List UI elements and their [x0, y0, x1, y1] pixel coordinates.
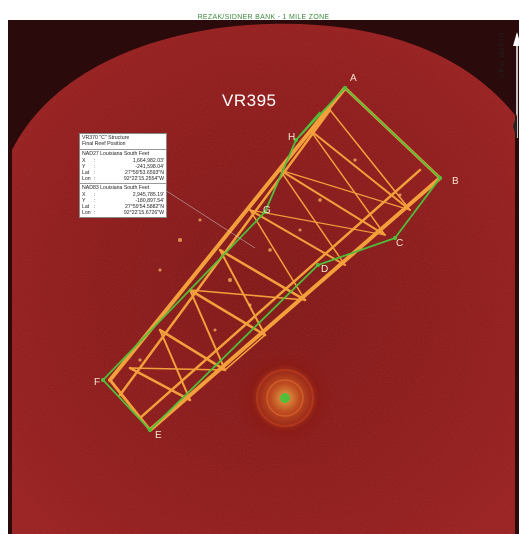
area-label: VR395: [222, 91, 277, 110]
nad27-heading: NAD27 Louisiana South Feet: [82, 151, 150, 158]
vertex-label-g: G: [263, 205, 271, 216]
nad83-lat-key: Lat: [82, 204, 90, 211]
vertex-label-e: E: [155, 430, 162, 441]
vertex-label-c: C: [396, 238, 404, 249]
nad27-lon-sep: :: [94, 176, 96, 183]
debris: [138, 158, 402, 362]
nad27-row: X : 1,664,982.03': [82, 158, 164, 164]
nad27-lon-key: Lon: [82, 176, 91, 183]
vertex-label-h: H: [288, 132, 296, 143]
nad27-row: Lat : 27°59'53.6593"N: [82, 170, 164, 176]
grid-north-label: GRID NORTH: [500, 32, 506, 78]
center-marker: [280, 393, 290, 403]
nad27-lat-key: Lat: [82, 170, 90, 177]
nad83-row: Lon : 92°22'15.6726"W: [82, 210, 164, 216]
north-arrow-icon: [513, 32, 521, 140]
vertex-markers: [101, 86, 442, 432]
nad83-y-sep: :: [94, 197, 96, 204]
nad27-row: Y : -241,598.04': [82, 164, 164, 170]
vertex-label-d: D: [321, 264, 329, 275]
position-info-box: VR370 "C" Structure Final Reef Position …: [79, 133, 167, 219]
nad83-lon-sep: :: [94, 210, 96, 217]
nad83-lon-key: Lon: [82, 210, 91, 217]
nad27-y-key: Y: [82, 163, 86, 170]
info-header: VR370 "C" Structure Final Reef Position: [80, 134, 166, 151]
zone-title: REZAK/SIDNER BANK - 1 MILE ZONE: [197, 14, 330, 21]
nad83-y-key: Y: [82, 197, 86, 204]
vertex-label-b: B: [452, 176, 459, 187]
nad27-row: Lon : 92°22'15.2554"W: [82, 176, 164, 182]
nad83-heading: NAD83 Louisiana South Feet: [82, 185, 150, 192]
nad27-lat-value: 27°59'53.6593"N: [125, 170, 164, 177]
nad27-x-sep: :: [94, 157, 96, 164]
vertex-label-f: F: [94, 377, 101, 388]
nad83-section: NAD83 Louisiana South Feet X : 2,945,785…: [80, 184, 166, 217]
nad83-x-key: X: [82, 191, 86, 198]
nad83-y-value: -180,897.54': [135, 197, 164, 204]
nad83-row: X : 2,945,785.19': [82, 192, 164, 198]
nad83-x-sep: :: [94, 191, 96, 198]
info-subtitle: Final Reef Position: [82, 141, 126, 148]
nad83-row: Y : -180,897.54': [82, 198, 164, 204]
nad83-lat-sep: :: [94, 204, 96, 211]
nad83-lon-value: 92°22'15.6726"W: [123, 210, 164, 217]
nad27-lat-sep: :: [94, 170, 96, 177]
nad27-lon-value: 92°22'15.2554"W: [123, 176, 164, 183]
nad83-x-value: 2,945,785.19': [132, 191, 164, 198]
nad83-lat-value: 27°59'54.5882"N: [125, 204, 164, 211]
nad27-y-sep: :: [94, 163, 96, 170]
vertex-label-a: A: [350, 73, 357, 84]
nad27-section: NAD27 Louisiana South Feet X : 1,664,982…: [80, 150, 166, 185]
info-title: VR370 "C" Structure: [82, 135, 130, 141]
nad27-x-value: 1,664,982.03': [132, 157, 164, 164]
nad83-row: Lat : 27°59'54.5882"N: [82, 204, 164, 210]
nad27-x-key: X: [82, 157, 86, 164]
nad27-y-value: -241,598.04': [135, 163, 164, 170]
